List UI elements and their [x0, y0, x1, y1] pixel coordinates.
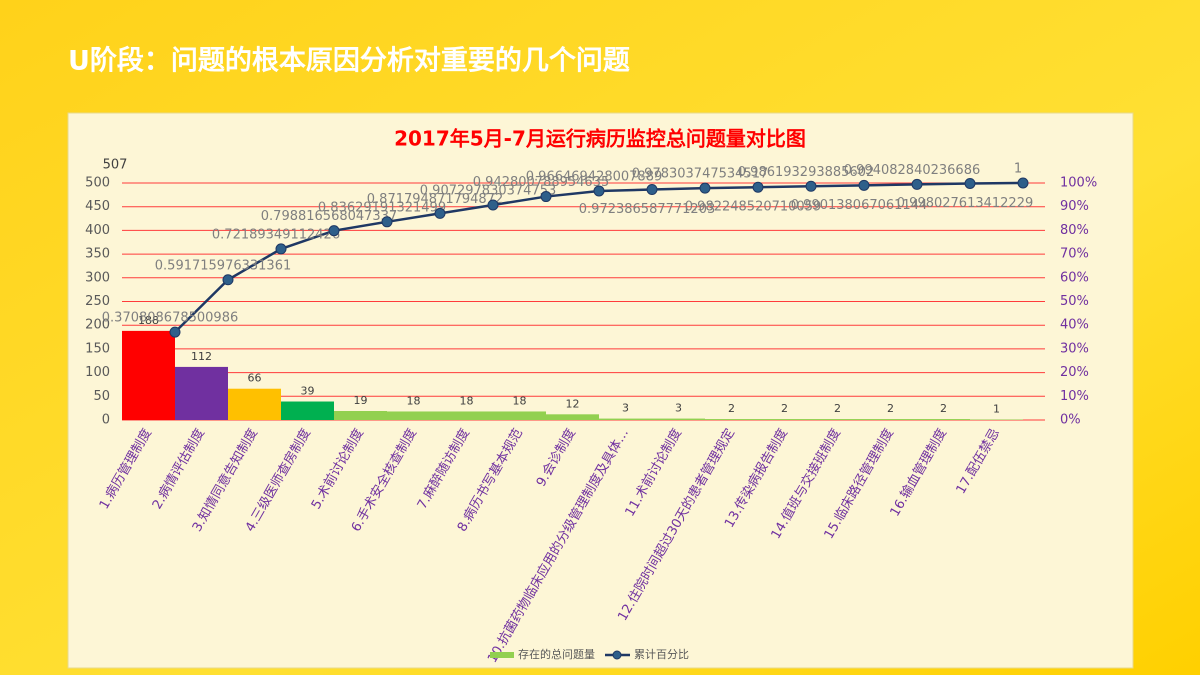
- line-value-label: 0.942800788954635: [473, 175, 609, 190]
- line-marker: [169, 326, 181, 338]
- line-value-label: 0.907297830374753: [420, 183, 556, 198]
- line-value-label: 0.972386587771203: [579, 202, 715, 217]
- line-marker: [275, 243, 287, 255]
- legend-label: 累计百分比: [634, 648, 689, 661]
- line-value-label: 0.990138067061144: [791, 198, 927, 213]
- y2-tick-label: 80%: [1060, 223, 1089, 238]
- line-marker: [540, 191, 552, 203]
- line-marker: [805, 180, 817, 192]
- y-tick-label: 450: [85, 199, 110, 214]
- line-marker: [699, 182, 711, 194]
- bar-value-label: 2: [940, 402, 947, 415]
- y-tick-label: 350: [85, 247, 110, 262]
- bar-value-label: 188: [138, 314, 159, 327]
- y2-tick-label: 10%: [1060, 389, 1089, 404]
- bar: [705, 419, 758, 420]
- line-marker: [752, 181, 764, 193]
- line-marker: [911, 178, 923, 190]
- line-marker: [964, 177, 976, 189]
- bar-value-label: 112: [191, 350, 212, 363]
- y2-tick-label: 60%: [1060, 270, 1089, 285]
- line-value-label: 0.72189349112426: [212, 227, 340, 242]
- line-value-label: 1: [1014, 162, 1022, 177]
- y-tick-label: 100: [85, 365, 110, 380]
- y-tick-label: 200: [85, 318, 110, 333]
- line-value-label: 0.798816568047337: [261, 209, 397, 224]
- bar-value-label: 2: [887, 402, 894, 415]
- y-tick-label: 0: [102, 413, 110, 428]
- y-tick-label: 400: [85, 223, 110, 238]
- line-marker: [222, 274, 234, 286]
- bar-value-label: 12: [566, 397, 580, 410]
- line-value-label: 0.871794871794872: [367, 192, 503, 207]
- bar: [917, 419, 970, 420]
- bar-value-label: 2: [781, 402, 788, 415]
- bar: [864, 419, 917, 420]
- legend-swatch: [490, 652, 514, 658]
- line-marker: [328, 225, 340, 237]
- bar: [122, 330, 175, 420]
- bar: [440, 411, 493, 420]
- annotation: 507: [103, 158, 128, 173]
- bar-value-label: 18: [513, 394, 527, 407]
- bar-value-label: 19: [354, 394, 368, 407]
- bar-value-label: 3: [622, 402, 629, 415]
- line-value-label: 0.986193293885602: [738, 165, 874, 180]
- line-value-label: 0.982248520710059: [685, 200, 821, 215]
- y-tick-label: 50: [93, 389, 110, 404]
- line-marker: [434, 207, 446, 219]
- line-marker: [646, 184, 658, 196]
- bar-value-label: 2: [728, 402, 735, 415]
- line-value-label: 0.978303747534517: [632, 167, 768, 182]
- bar: [758, 419, 811, 420]
- line-value-label: 0.966469428007889: [526, 169, 662, 184]
- bar: [228, 388, 281, 420]
- bar-value-label: 1: [993, 403, 1000, 416]
- bar-value-label: 18: [460, 394, 474, 407]
- legend-swatch: [612, 650, 622, 660]
- line-marker: [487, 199, 499, 211]
- slide-title: U阶段：问题的根本原因分析对重要的几个问题: [68, 45, 630, 77]
- bar-value-label: 66: [248, 372, 262, 385]
- line-marker: [381, 216, 393, 228]
- y2-tick-label: 40%: [1060, 318, 1089, 333]
- line-marker: [858, 179, 870, 191]
- line-marker: [1017, 177, 1029, 189]
- line-value-label: 0.591715976331361: [155, 258, 291, 273]
- line-value-label: 0.998027613412229: [897, 196, 1033, 211]
- bar: [493, 411, 546, 420]
- y2-tick-label: 50%: [1060, 294, 1089, 309]
- y2-tick-label: 0%: [1060, 413, 1081, 428]
- bar: [811, 419, 864, 420]
- bar: [599, 418, 652, 420]
- bar-value-label: 18: [407, 394, 421, 407]
- y-tick-label: 250: [85, 294, 110, 309]
- y-tick-label: 300: [85, 270, 110, 285]
- bar: [387, 411, 440, 420]
- chart-title: 2017年5月-7月运行病历监控总问题量对比图: [394, 127, 806, 151]
- bar: [334, 410, 387, 420]
- y2-tick-label: 30%: [1060, 341, 1089, 356]
- bar-value-label: 2: [834, 402, 841, 415]
- line-value-label: 0.994082840236686: [844, 163, 980, 178]
- bar-value-label: 3: [675, 402, 682, 415]
- y-tick-label: 500: [85, 176, 110, 191]
- y2-tick-label: 20%: [1060, 365, 1089, 380]
- bar-value-label: 39: [301, 385, 315, 398]
- y2-tick-label: 70%: [1060, 247, 1089, 262]
- y2-tick-label: 100%: [1060, 176, 1097, 191]
- bar: [175, 366, 228, 420]
- bar: [652, 418, 705, 420]
- legend-label: 存在的总问题量: [518, 647, 595, 661]
- y-tick-label: 150: [85, 341, 110, 356]
- line-marker: [593, 185, 605, 197]
- y2-tick-label: 90%: [1060, 199, 1089, 214]
- line-value-label: 0.370808678500986: [102, 311, 238, 326]
- line-value-label: 0.83629191321499: [318, 200, 446, 215]
- bar: [281, 401, 334, 420]
- bar: [546, 414, 599, 420]
